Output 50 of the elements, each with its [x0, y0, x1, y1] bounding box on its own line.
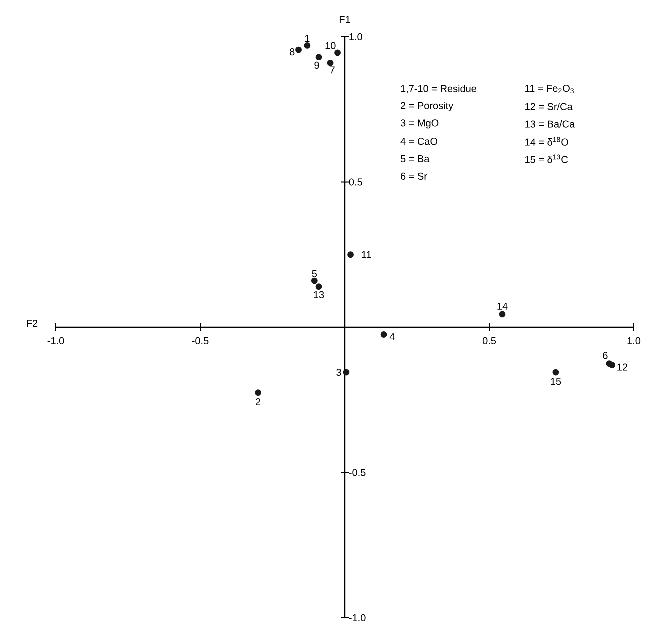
point — [334, 50, 341, 56]
point — [311, 278, 318, 284]
point — [348, 252, 354, 258]
y-tick-label: -1.0 — [349, 614, 366, 622]
point — [552, 369, 560, 376]
annotation: 9 — [314, 62, 320, 70]
annotation: 6 — [603, 352, 608, 360]
annotation: 15 = δ$^{13}$C — [526, 154, 568, 164]
annotation: 1 — [305, 35, 310, 42]
x-tick-label: 0.5 — [482, 337, 496, 345]
annotation: 13 = Ba/Ca — [526, 120, 576, 128]
x-tick-label: -1.0 — [48, 337, 64, 345]
point — [304, 42, 311, 49]
x-tick-label: 1.0 — [628, 337, 641, 345]
annotation: 2 = Porosity — [401, 102, 454, 112]
annotation: 4 = CaO — [400, 138, 438, 146]
annotation: 15 — [551, 378, 562, 386]
annotation: 1,7-10 = Residue — [401, 85, 476, 94]
y-tick-label: -0.5 — [349, 469, 366, 476]
point — [327, 60, 334, 66]
annotation: 10 — [326, 42, 336, 50]
x-axis-title: F2 — [27, 320, 38, 327]
point — [380, 332, 388, 338]
point — [499, 311, 506, 318]
annotation: 8 — [290, 48, 295, 56]
annotation: 3 — [336, 368, 342, 376]
annotation: 5 = Ba — [400, 156, 430, 162]
annotation: 13 — [314, 291, 324, 299]
y-tick-label: 0.5 — [349, 178, 362, 186]
point — [255, 390, 262, 396]
annotation: 11 = Fe$_{2}$O$_{3}$ — [526, 85, 574, 94]
annotation: 4 — [390, 333, 395, 340]
annotation: 3 = MgO — [400, 120, 439, 129]
y-axis-title: F1 — [340, 16, 350, 24]
y-tick-label: 1.0 — [350, 33, 362, 41]
annotation: 12 — [618, 364, 628, 371]
annotation: 12 = Sr/Ca — [526, 103, 573, 110]
point — [609, 362, 616, 368]
annotation: 11 — [362, 251, 372, 258]
point — [316, 54, 322, 61]
annotation: 6 = Sr — [401, 172, 428, 180]
x-tick-label: -0.5 — [192, 337, 209, 345]
annotation: 7 — [330, 66, 335, 74]
annotation: 5 — [312, 270, 318, 278]
point — [343, 369, 350, 376]
point — [316, 284, 322, 290]
annotation: 14 = δ$^{18}$O — [526, 137, 568, 146]
annotation: 14 — [498, 302, 508, 310]
annotation: 2 — [256, 398, 261, 406]
point — [296, 46, 302, 54]
